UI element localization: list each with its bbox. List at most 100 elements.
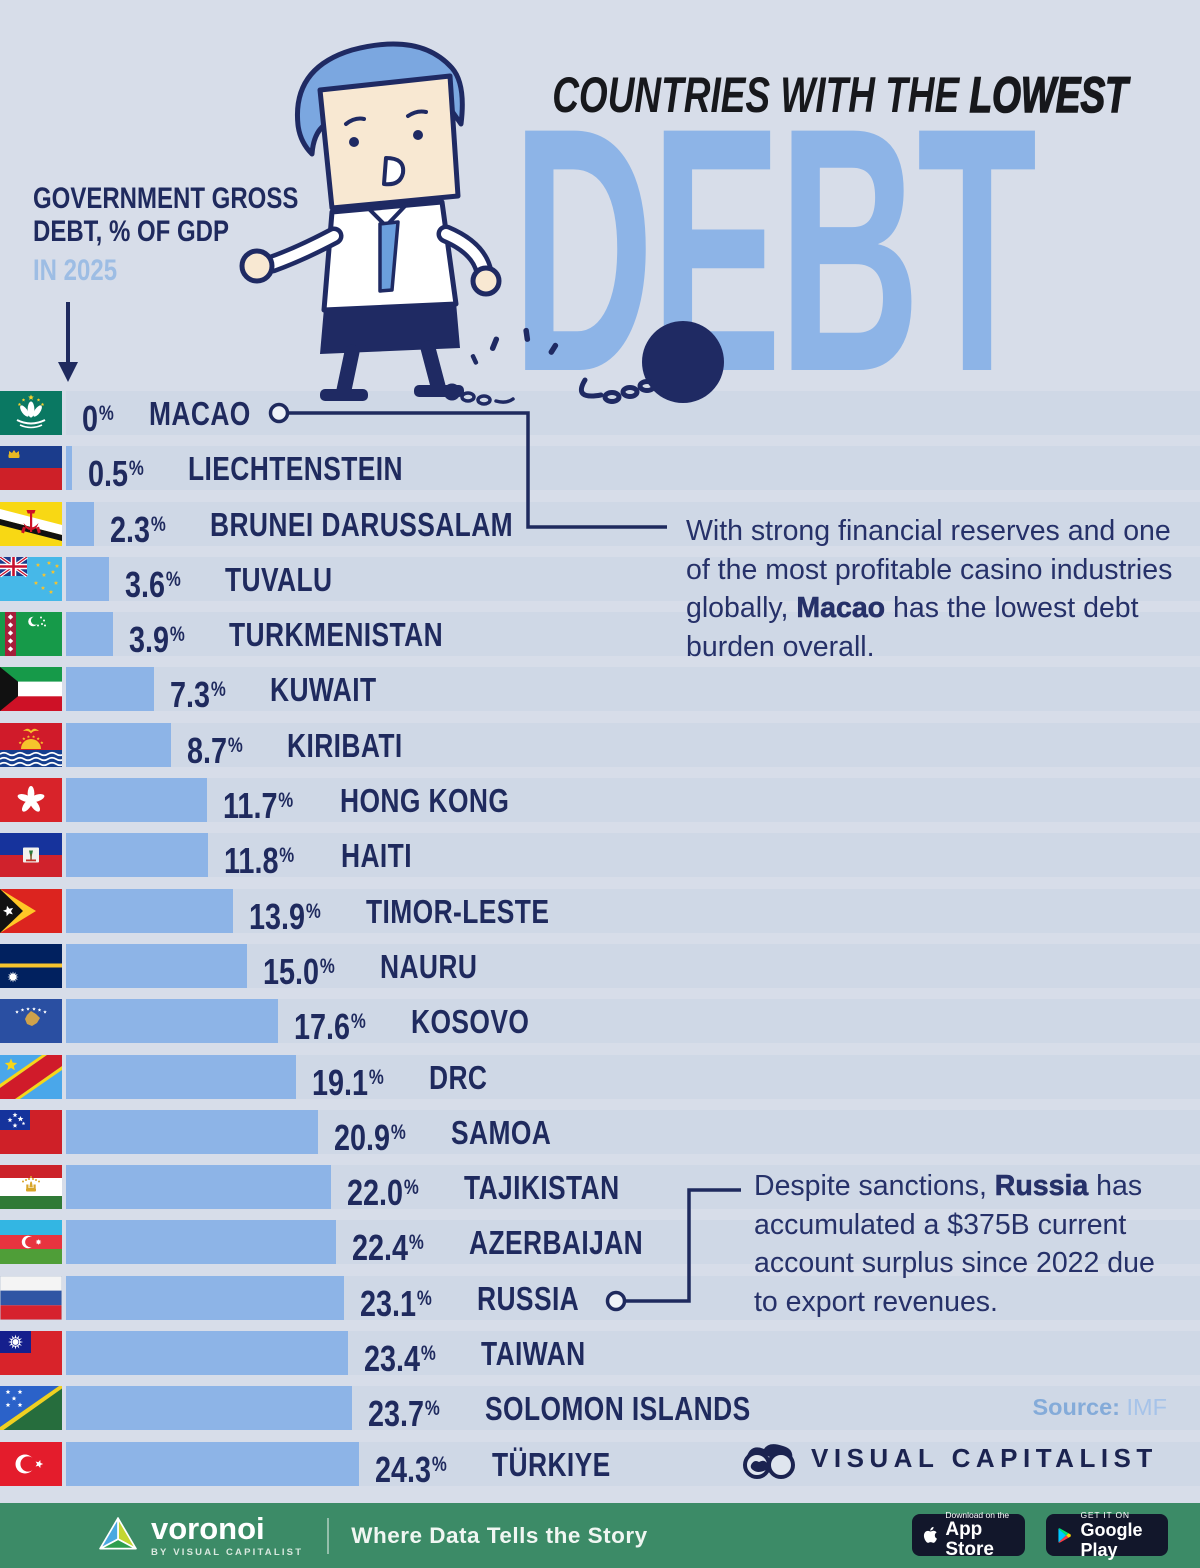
country-label: LIECHTENSTEIN (188, 450, 403, 488)
bar-row-taiwan: 23.4% TAIWAN (0, 1331, 1200, 1379)
flag-kuwait-icon (0, 667, 62, 712)
flag-drc-icon (0, 1054, 62, 1099)
bar-row-hongkong: 11.7% HONG KONG (0, 778, 1200, 826)
annotation-macao: With strong financial reserves and one o… (686, 512, 1178, 666)
country-label: SAMOA (451, 1113, 552, 1151)
down-arrow-icon (58, 302, 78, 382)
flag-taiwan-icon (0, 1331, 62, 1376)
flag-nauru-icon (0, 943, 62, 988)
country-label: MACAO (149, 395, 251, 432)
country-label: KOSOVO (411, 1003, 530, 1041)
flag-russia-icon (0, 1275, 62, 1320)
bar-kuwait (66, 667, 154, 712)
subtitle-line2: DEBT, % OF GDP (33, 215, 230, 248)
value-label: 13.9% (249, 895, 321, 937)
bar-taiwan (66, 1331, 348, 1376)
subtitle-line1: GOVERNMENT GROSS (33, 182, 299, 215)
annotation-macao-post: has the lowest debt burden overall. (686, 592, 1139, 663)
annotation-russia-post: has accumulated a $375B current account … (754, 1170, 1155, 1318)
flag-brunei-icon (0, 501, 62, 546)
binoculars-icon (743, 1444, 795, 1479)
ball-and-chain-illustration (58, 41, 724, 406)
row-track (66, 612, 1200, 657)
row-track (66, 778, 1200, 823)
voronoi-wordmark: voronoi (151, 1511, 265, 1546)
bar-row-liechtenstein: 0.5% LIECHTENSTEIN (0, 446, 1200, 494)
value-label: 15.0% (263, 950, 335, 992)
bar-samoa (66, 1109, 318, 1154)
visual-capitalist-wordmark: VISUAL CAPITALIST (811, 1442, 1158, 1473)
bar-hongkong (66, 778, 207, 823)
bar-liechtenstein (66, 446, 72, 491)
row-track (66, 722, 1200, 767)
footer: voronoi BY VISUAL CAPITALIST Where Data … (0, 1503, 1200, 1568)
ball-icon (642, 321, 724, 403)
page-title: COUNTRIES WITH THE LOWEST (552, 66, 1128, 124)
bar-row-haiti: 11.8% HAITI (0, 833, 1200, 881)
bar-drc (66, 1054, 296, 1099)
value-label: 3.6% (125, 563, 181, 605)
bar-haiti (66, 833, 208, 878)
bar-row-timor: 13.9% TIMOR-LESTE (0, 888, 1200, 937)
flag-azerbaijan-icon (0, 1220, 62, 1265)
value-label: 19.1% (312, 1061, 384, 1103)
row-track (66, 556, 1200, 601)
row-track (66, 888, 1200, 933)
row-track (66, 943, 1200, 988)
value-label: 0% (82, 398, 114, 439)
country-label: HONG KONG (340, 782, 510, 820)
value-label: 22.0% (347, 1172, 419, 1214)
annotation-russia-pre: Despite sanctions, (754, 1170, 995, 1202)
flag-kosovo-icon (0, 999, 62, 1044)
bar-brunei (66, 501, 94, 546)
country-label: TIMOR-LESTE (366, 892, 550, 930)
flag-samoa-icon (0, 1109, 62, 1154)
voronoi-subtitle: BY VISUAL CAPITALIST (151, 1547, 304, 1558)
footer-divider (327, 1517, 330, 1554)
bar-timor (66, 888, 233, 933)
voronoi-icon (99, 1516, 137, 1549)
country-label: TÜRKIYE (492, 1445, 611, 1483)
country-label: TAIWAN (481, 1335, 586, 1373)
bar-tajikistan (66, 1165, 331, 1210)
flag-macao-icon (0, 391, 62, 435)
country-label: TUVALU (225, 560, 333, 598)
annotation-russia: Despite sanctions, Russia has accumulate… (754, 1167, 1186, 1321)
bar-row-nauru: 15.0% NAURU (0, 943, 1200, 992)
google-play-badge[interactable]: GET IT ON Google Play (1046, 1510, 1168, 1560)
country-label: DRC (429, 1058, 488, 1096)
annotation-macao-bold: Macao (796, 592, 886, 625)
value-label: 8.7% (187, 729, 243, 771)
country-label: KIRIBATI (287, 726, 403, 764)
title-emphasis: LOWEST (969, 66, 1128, 124)
country-label: KUWAIT (270, 671, 377, 709)
country-label: RUSSIA (477, 1279, 580, 1317)
bar-solomon (66, 1386, 352, 1431)
bar-row-kosovo: 17.6% KOSOVO (0, 999, 1200, 1047)
flag-tajikistan-icon (0, 1165, 62, 1210)
source-value: IMF (1126, 1394, 1167, 1420)
flag-tuvalu-icon (0, 556, 62, 601)
bar-row-turkmenistan: 3.9% TURKMENISTAN (0, 612, 1200, 660)
country-label: BRUNEI DARUSSALAM (210, 505, 514, 543)
value-label: 7.3% (170, 674, 226, 716)
value-label: 24.3% (375, 1448, 447, 1490)
bar-row-tajikistan: 22.0% TAJIKISTAN (0, 1165, 1200, 1213)
flag-hongkong-icon (0, 778, 62, 823)
country-label: TURKMENISTAN (229, 616, 444, 654)
country-label: NAURU (380, 947, 478, 985)
visual-capitalist-logo[interactable]: VISUAL CAPITALIST (740, 1437, 1158, 1479)
flag-solomon-icon (0, 1386, 62, 1431)
value-label: 22.4% (352, 1227, 424, 1269)
bar-turkiye (66, 1441, 359, 1486)
bar-kiribati (66, 722, 171, 767)
bar-kosovo (66, 999, 278, 1044)
flag-haiti-icon (0, 833, 62, 878)
value-label: 20.9% (334, 1116, 406, 1158)
flag-turkmenistan-icon (0, 612, 62, 657)
voronoi-logo[interactable]: voronoi BY VISUAL CAPITALIST (97, 1513, 303, 1558)
value-label: 3.9% (129, 619, 185, 661)
value-label: 23.7% (368, 1393, 440, 1435)
app-store-badge[interactable]: Download on the App Store (912, 1510, 1025, 1560)
title-regular: COUNTRIES WITH THE (552, 67, 970, 123)
